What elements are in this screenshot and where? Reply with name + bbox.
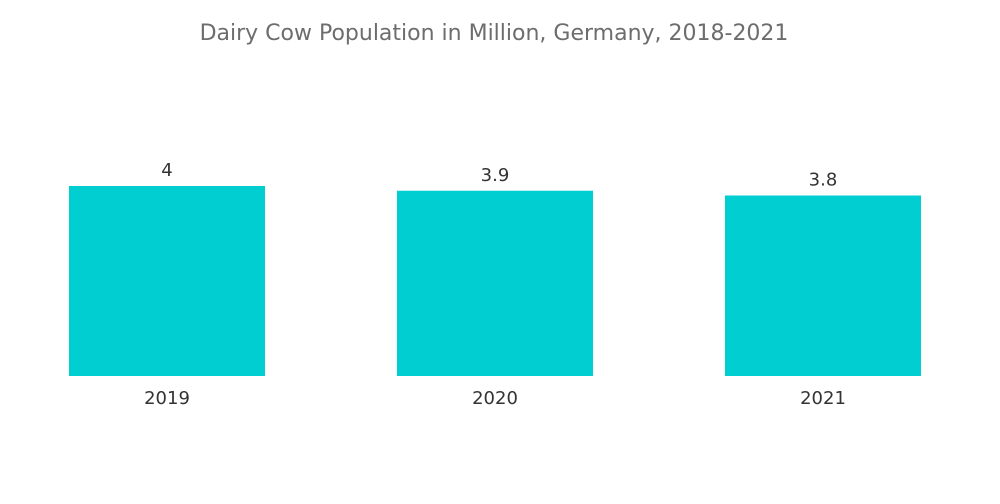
x-tick-label-2019: 2019: [144, 388, 190, 409]
data-labels-layer: 4 3.9 3.8: [161, 160, 837, 191]
chart-title: Dairy Cow Population in Million, Germany…: [200, 21, 789, 46]
x-tick-label-2021: 2021: [800, 388, 846, 409]
bars-layer: [69, 186, 921, 376]
data-label-2021: 3.8: [809, 170, 838, 191]
x-axis-ticks-layer: 2019 2020 2021: [144, 388, 846, 409]
data-label-2020: 3.9: [481, 165, 510, 186]
bar-2021: [725, 195, 921, 376]
bar-2019: [69, 186, 265, 376]
bar-2020: [397, 190, 593, 376]
data-label-2019: 4: [161, 160, 172, 181]
x-tick-label-2020: 2020: [472, 388, 518, 409]
